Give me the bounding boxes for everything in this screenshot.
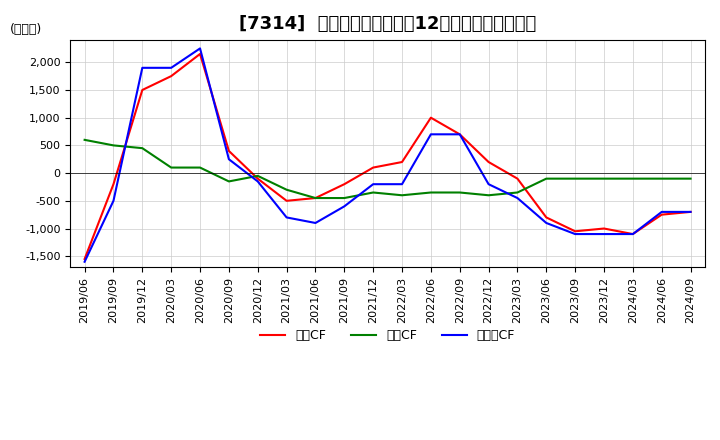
フリーCF: [485, 182, 493, 187]
Title: [7314]  キャッシュフローの12か月移動合計の推移: [7314] キャッシュフローの12か月移動合計の推移: [239, 15, 536, 33]
営業CF: [629, 231, 637, 237]
投資CF: [686, 176, 695, 181]
フリーCF: [196, 46, 204, 51]
営業CF: [311, 195, 320, 201]
投資CF: [369, 190, 377, 195]
投資CF: [397, 193, 406, 198]
営業CF: [542, 215, 551, 220]
投資CF: [167, 165, 176, 170]
フリーCF: [167, 65, 176, 70]
営業CF: [253, 176, 262, 181]
投資CF: [426, 190, 435, 195]
投資CF: [485, 193, 493, 198]
Line: 投資CF: 投資CF: [85, 140, 690, 198]
フリーCF: [369, 182, 377, 187]
投資CF: [571, 176, 580, 181]
営業CF: [196, 51, 204, 57]
Y-axis label: (百万円): (百万円): [9, 22, 42, 36]
フリーCF: [456, 132, 464, 137]
フリーCF: [686, 209, 695, 215]
フリーCF: [657, 209, 666, 215]
営業CF: [109, 182, 118, 187]
営業CF: [369, 165, 377, 170]
フリーCF: [600, 231, 608, 237]
営業CF: [282, 198, 291, 203]
投資CF: [311, 195, 320, 201]
投資CF: [657, 176, 666, 181]
フリーCF: [109, 198, 118, 203]
フリーCF: [571, 231, 580, 237]
営業CF: [600, 226, 608, 231]
フリーCF: [311, 220, 320, 226]
営業CF: [686, 209, 695, 215]
投資CF: [282, 187, 291, 192]
フリーCF: [426, 132, 435, 137]
Legend: 営業CF, 投資CF, フリーCF: 営業CF, 投資CF, フリーCF: [255, 324, 520, 348]
営業CF: [485, 159, 493, 165]
営業CF: [513, 176, 522, 181]
投資CF: [513, 190, 522, 195]
投資CF: [109, 143, 118, 148]
営業CF: [138, 88, 147, 93]
投資CF: [456, 190, 464, 195]
営業CF: [225, 148, 233, 154]
フリーCF: [340, 204, 348, 209]
営業CF: [657, 212, 666, 217]
投資CF: [196, 165, 204, 170]
フリーCF: [629, 231, 637, 237]
営業CF: [571, 229, 580, 234]
投資CF: [340, 195, 348, 201]
投資CF: [138, 146, 147, 151]
フリーCF: [138, 65, 147, 70]
フリーCF: [225, 157, 233, 162]
フリーCF: [397, 182, 406, 187]
Line: フリーCF: フリーCF: [85, 48, 690, 262]
フリーCF: [542, 220, 551, 226]
投資CF: [253, 173, 262, 179]
Line: 営業CF: 営業CF: [85, 54, 690, 259]
フリーCF: [81, 259, 89, 264]
営業CF: [81, 257, 89, 262]
投資CF: [225, 179, 233, 184]
営業CF: [456, 132, 464, 137]
営業CF: [397, 159, 406, 165]
投資CF: [629, 176, 637, 181]
フリーCF: [253, 179, 262, 184]
営業CF: [426, 115, 435, 120]
投資CF: [81, 137, 89, 143]
投資CF: [600, 176, 608, 181]
営業CF: [340, 182, 348, 187]
フリーCF: [282, 215, 291, 220]
営業CF: [167, 73, 176, 79]
フリーCF: [513, 195, 522, 201]
投資CF: [542, 176, 551, 181]
